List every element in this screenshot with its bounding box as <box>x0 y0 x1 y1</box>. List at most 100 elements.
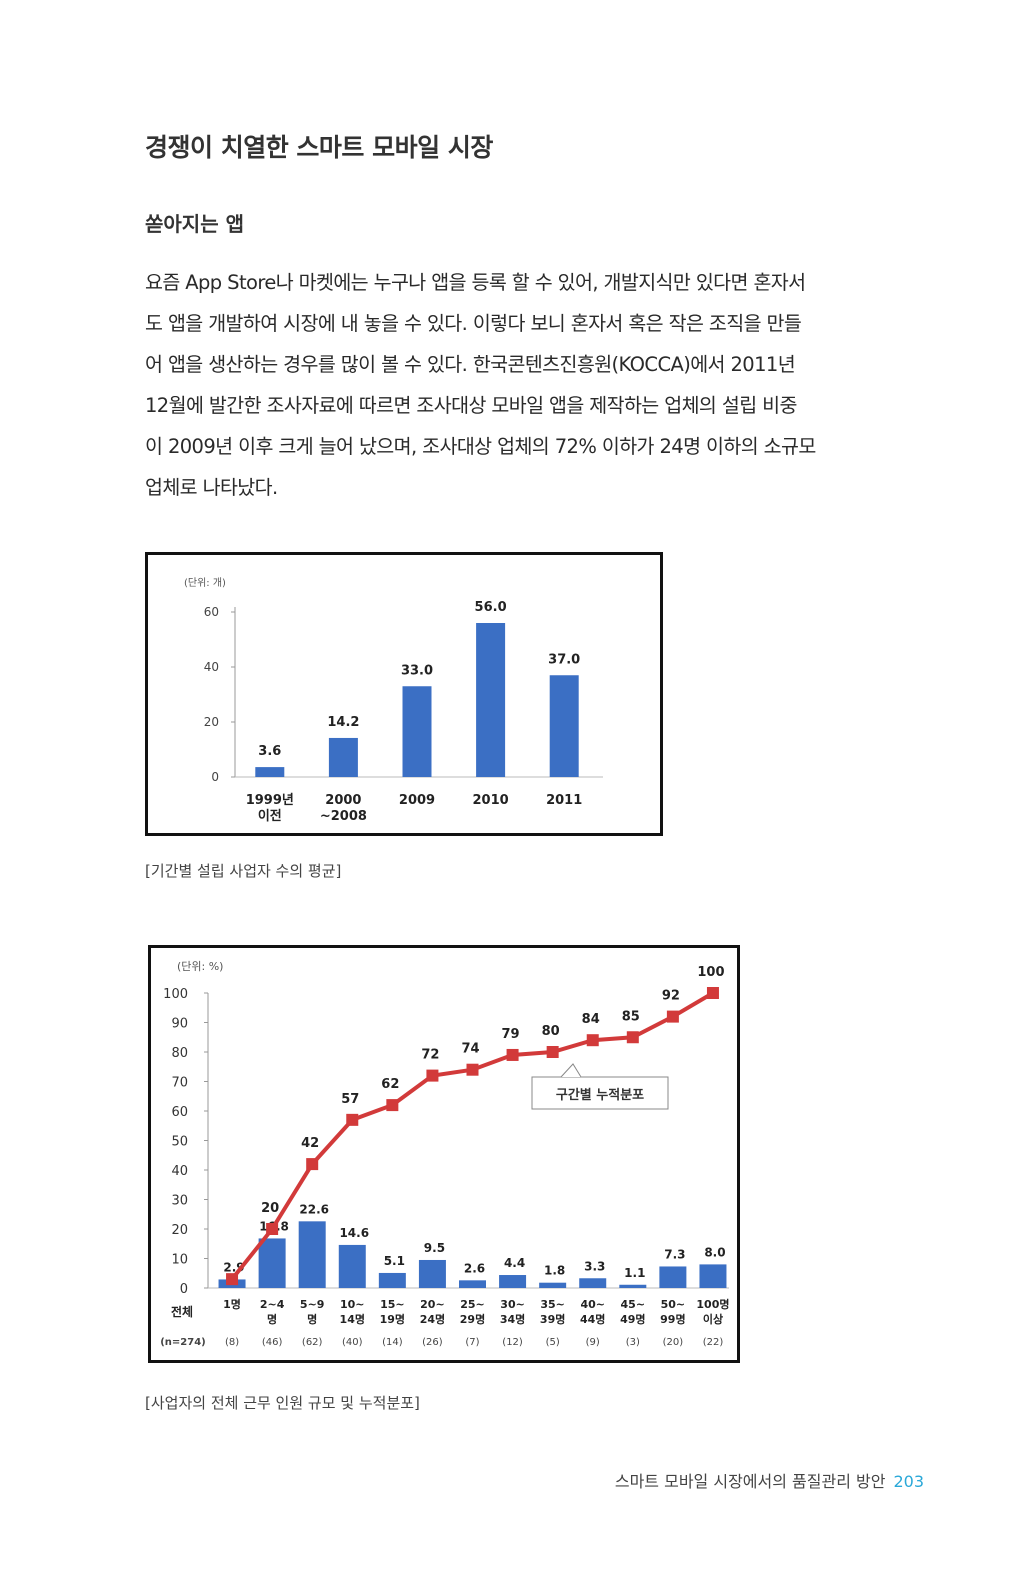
chart2-category-label: 15~ 19명 <box>380 1298 405 1326</box>
footer-title: 스마트 모바일 시장에서의 품질관리 방안 <box>614 1472 886 1491</box>
chart2-y-tick-label: 40 <box>171 1164 188 1179</box>
chart2-bar-label: 8.0 <box>704 1245 725 1259</box>
chart2-count-label: (22) <box>703 1337 724 1348</box>
chart2-y-tick-label: 90 <box>171 1017 188 1032</box>
chart2-line-label: 62 <box>381 1077 399 1092</box>
chart2-bar <box>579 1278 607 1288</box>
chart1-category-label: 2009 <box>399 793 435 808</box>
section-title: 경쟁이 치열한 스마트 모바일 시장 <box>145 133 493 162</box>
chart2-line-marker <box>506 1048 519 1061</box>
subsection-title: 쏟아지는 앱 <box>145 212 244 236</box>
chart2-category-label: 45~ 49명 <box>620 1298 645 1326</box>
chart2-line-marker <box>346 1113 359 1126</box>
chart2-bar <box>699 1264 727 1288</box>
cropped-text-remnant <box>145 536 435 542</box>
chart2-legend-box <box>531 1076 669 1110</box>
chart2-total-n: (n=274) <box>160 1337 206 1348</box>
chart2-svg: (단위: %)01020304050607080901002.91명(8)16.… <box>160 960 729 1348</box>
chart2-line-marker <box>586 1034 599 1047</box>
chart2-category-label: 40~ 44명 <box>580 1298 605 1326</box>
chart2-bar <box>539 1282 567 1288</box>
chart2-category-label: 10~ 14명 <box>340 1298 365 1326</box>
chart2-category-label: 25~ 29명 <box>460 1298 485 1326</box>
chart1-category-label: 2000 ~2008 <box>320 793 367 824</box>
chart2-legend-label: 구간별 누적분포 <box>556 1087 644 1103</box>
chart2-y-tick-label: 70 <box>171 1076 188 1091</box>
chart1-category-label: 1999년 이전 <box>246 793 294 824</box>
chart2-count-label: (62) <box>302 1337 323 1348</box>
paragraph-line: 12월에 발간한 조사자료에 따르면 조사대상 모바일 앱을 제작하는 업체의 … <box>145 394 797 417</box>
chart2-y-tick-label: 0 <box>180 1282 188 1297</box>
chart1-value-label: 33.0 <box>401 663 433 678</box>
chart2-bar <box>659 1266 687 1288</box>
chart2-category-label: 1명 <box>223 1297 241 1311</box>
chart2-frame: (단위: %)01020304050607080901002.91명(8)16.… <box>148 945 740 1363</box>
chart2-line-label: 80 <box>542 1024 560 1039</box>
chart2-bar <box>378 1272 406 1288</box>
chart2-y-tick-label: 60 <box>171 1105 188 1120</box>
chart2-bar <box>619 1284 647 1288</box>
chart2-line-marker <box>426 1069 439 1082</box>
chart2-bar <box>298 1221 326 1288</box>
chart1-bar <box>402 686 432 777</box>
chart1-caption: [기간별 설립 사업자 수의 평균] <box>145 862 342 880</box>
chart1-bar <box>476 623 506 777</box>
chart2-count-label: (12) <box>502 1337 523 1348</box>
paragraph-line: 이 2009년 이후 크게 늘어 났으며, 조사대상 업체의 72% 이하가 2… <box>145 435 816 458</box>
chart1-bar <box>255 767 285 777</box>
chart2-bar-label: 22.6 <box>299 1202 329 1216</box>
chart2-category-label: 20~ 24명 <box>420 1298 445 1326</box>
chart2-caption: [사업자의 전체 근무 인원 규모 및 누적분포] <box>145 1394 420 1412</box>
chart2-bar-label: 3.3 <box>584 1259 605 1273</box>
chart2-line-marker <box>386 1099 399 1112</box>
chart2-count-label: (7) <box>465 1337 479 1348</box>
chart2-y-tick-label: 100 <box>163 987 188 1002</box>
body-paragraph: 요즘 App Store나 마켓에는 누구나 앱을 등록 할 수 있어, 개발지… <box>145 262 885 508</box>
paragraph-line: 요즘 App Store나 마켓에는 누구나 앱을 등록 할 수 있어, 개발지… <box>145 271 806 294</box>
chart2-category-label: 35~ 39명 <box>540 1298 565 1326</box>
chart2-bar-label: 1.8 <box>544 1264 565 1278</box>
chart2-line-marker <box>306 1158 319 1171</box>
chart1-y-tick-label: 20 <box>204 715 219 729</box>
chart1-unit-label: (단위: 개) <box>184 576 226 589</box>
chart2-category-label: 5~9 명 <box>300 1298 325 1326</box>
chart2-y-tick-label: 10 <box>171 1253 188 1268</box>
chart2-count-label: (40) <box>342 1337 363 1348</box>
chart2-line-label: 42 <box>301 1136 319 1151</box>
chart2-count-label: (46) <box>262 1337 283 1348</box>
chart2-count-label: (20) <box>663 1337 684 1348</box>
chart2-bar-label: 2.6 <box>464 1261 485 1275</box>
chart2-line-marker <box>626 1031 639 1044</box>
paragraph-line: 업체로 나타났다. <box>145 476 278 499</box>
chart2-bar <box>418 1259 446 1288</box>
chart2-legend-pointer <box>560 1063 582 1078</box>
chart2-bar-label: 9.5 <box>424 1241 445 1255</box>
chart2-count-label: (9) <box>586 1337 600 1348</box>
chart2-y-tick-label: 30 <box>171 1194 188 1209</box>
chart1-y-tick-label: 60 <box>204 605 219 619</box>
chart2-line-label: 84 <box>582 1012 600 1027</box>
chart1-category-label: 2011 <box>546 793 582 808</box>
chart2-count-label: (14) <box>382 1337 403 1348</box>
chart2-y-tick-label: 50 <box>171 1135 188 1150</box>
chart1-category-label: 2010 <box>473 793 509 808</box>
chart2-category-label: 50~ 99명 <box>660 1298 685 1326</box>
chart2-category-label: 30~ 34명 <box>500 1298 525 1326</box>
chart1-value-label: 56.0 <box>475 600 507 615</box>
chart2-bar-label: 4.4 <box>504 1256 525 1270</box>
chart2-bar-label: 1.1 <box>624 1266 645 1280</box>
chart2-bar-label: 5.1 <box>384 1254 405 1268</box>
chart2-line-marker <box>666 1010 679 1023</box>
chart1-value-label: 3.6 <box>258 744 281 759</box>
chart1-bar <box>549 675 579 777</box>
chart2-count-label: (3) <box>626 1337 640 1348</box>
chart2-bar <box>258 1238 286 1288</box>
chart2-category-label: 2~4 명 <box>260 1298 285 1326</box>
chart2-bar-label: 7.3 <box>664 1247 685 1261</box>
chart2-bar <box>499 1275 527 1288</box>
chart2-line-marker <box>706 987 719 999</box>
chart2-bar <box>459 1280 486 1288</box>
chart2-line-marker <box>466 1063 479 1076</box>
paragraph-line: 어 앱을 생산하는 경우를 많이 볼 수 있다. 한국콘텐츠진흥원(KOCCA)… <box>145 353 796 376</box>
chart1-svg: (단위: 개) 0 20 40 60 3.6 1999년 이전 14.2 2000 ~2008 33.… <box>184 576 603 824</box>
